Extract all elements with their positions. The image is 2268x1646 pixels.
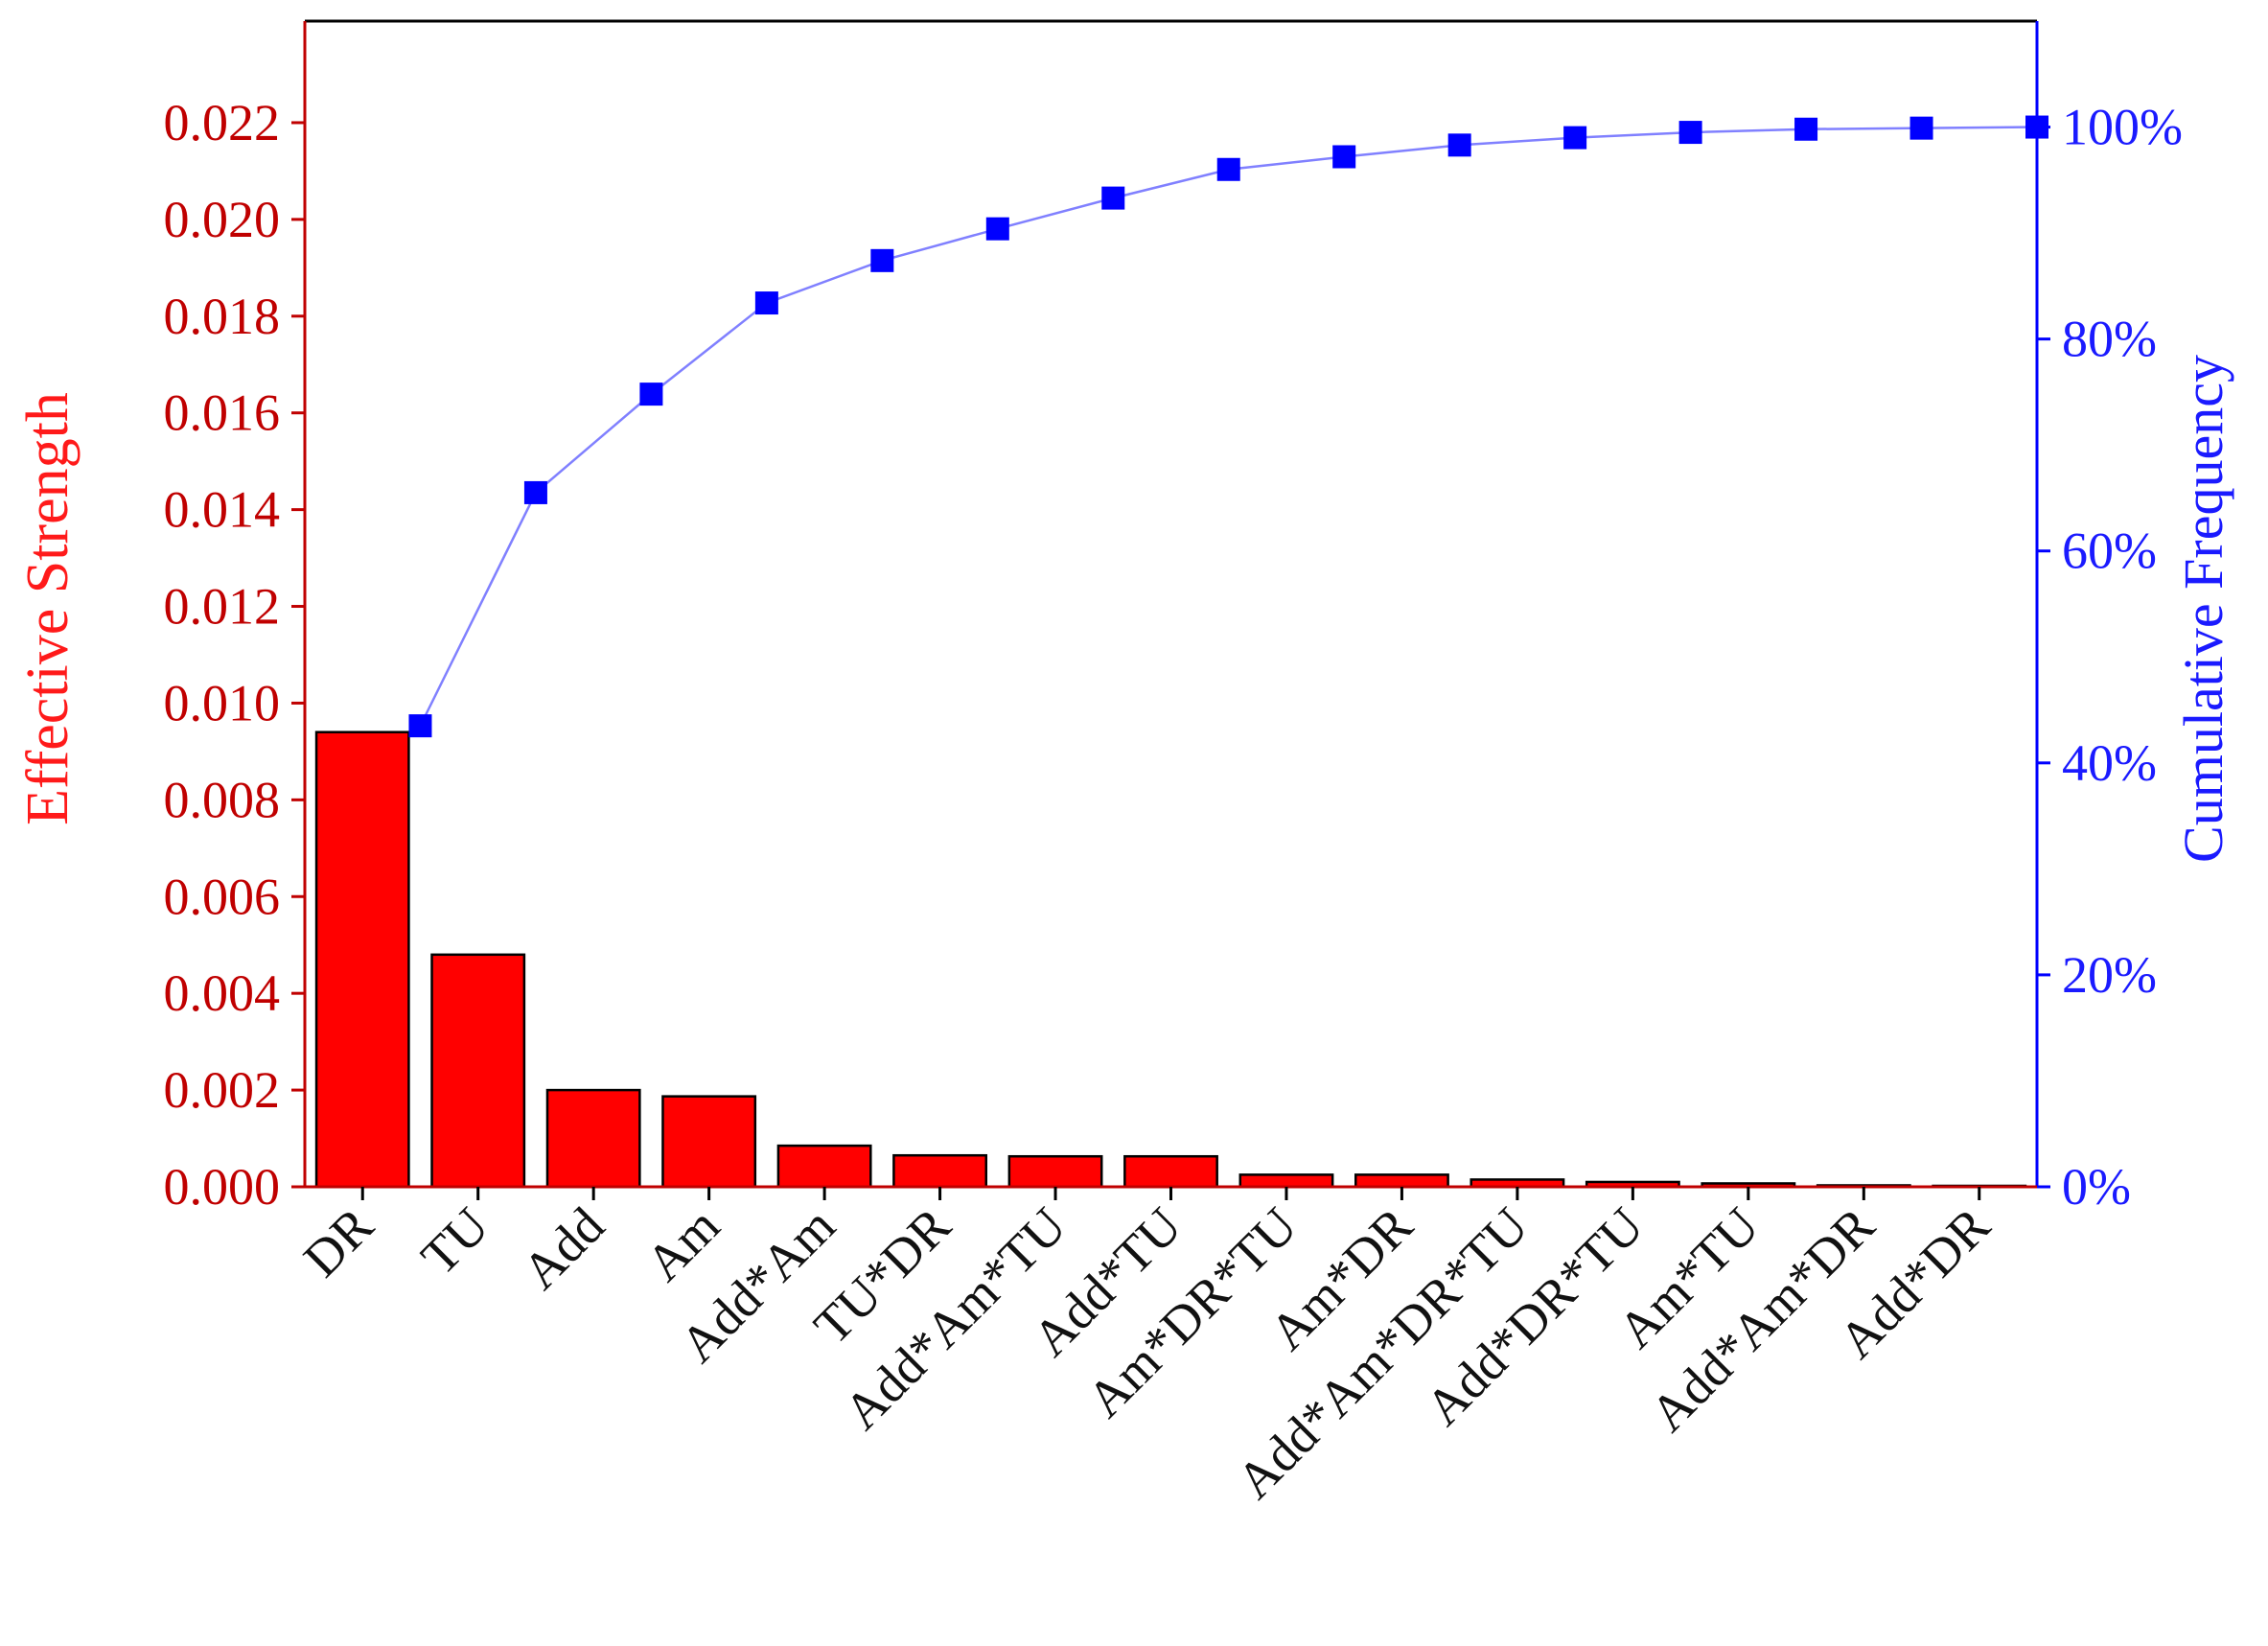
left-tick-label: 0.014 <box>164 481 281 539</box>
left-tick-label: 0.020 <box>164 191 281 248</box>
cumulative-line <box>419 126 2038 727</box>
bar-add <box>545 1088 641 1189</box>
left-tick-label: 0.002 <box>164 1061 281 1119</box>
bar-am <box>661 1095 757 1189</box>
right-tick-label: 100% <box>2062 99 2183 156</box>
left-tick-label: 0.018 <box>164 288 281 345</box>
cumulative-marker-8 <box>1216 157 1240 181</box>
x-tick-label: Am <box>635 1196 730 1292</box>
cumulative-marker-5 <box>870 248 894 272</box>
cumulative-marker-9 <box>1332 145 1356 169</box>
cumulative-marker-3 <box>639 383 663 406</box>
right-tick-label: 80% <box>2062 311 2157 368</box>
bar-add-am <box>776 1144 872 1189</box>
bar-tu-dr <box>892 1153 988 1189</box>
left-tick-label: 0.004 <box>164 964 281 1022</box>
bar-dr <box>314 730 410 1189</box>
left-tick-label: 0.012 <box>164 578 281 636</box>
cumulative-line-series <box>408 115 2048 738</box>
cumulative-marker-2 <box>523 480 547 504</box>
right-tick-label: 0% <box>2062 1158 2131 1216</box>
bar-series <box>314 730 2027 1189</box>
left-axis-title: Effective Strength <box>15 392 81 825</box>
bar-add-tu <box>1123 1154 1218 1189</box>
right-tick-label: 60% <box>2062 522 2157 580</box>
right-tick-label: 40% <box>2062 734 2157 792</box>
right-y-axis: 0% 20% 40% 60% 80% 100% <box>2035 21 2183 1216</box>
left-tick-label: 0.016 <box>164 384 281 442</box>
left-tick-label: 0.008 <box>164 771 281 828</box>
cumulative-marker-6 <box>985 217 1009 241</box>
cumulative-marker-12 <box>1678 121 1702 145</box>
cumulative-marker-10 <box>1447 133 1471 157</box>
cumulative-marker-4 <box>754 291 778 315</box>
left-tick-label: 0.000 <box>164 1158 281 1216</box>
x-axis: DR TU Add AmAdd*AmTU*DRAdd*Am*TUAdd*TUAm*DR… <box>292 1185 2037 1510</box>
cumulative-marker-14 <box>1909 116 1933 140</box>
left-y-axis: 0.000 0.002 0.004 0.006 0.008 0.010 0.012 0.014… <box>164 21 307 1216</box>
x-tick-label: DR <box>292 1196 383 1287</box>
cumulative-marker-7 <box>1101 186 1125 210</box>
bar-add-am-tu <box>1007 1154 1103 1189</box>
x-tick-label: TU <box>410 1196 499 1286</box>
cumulative-marker-11 <box>1563 126 1587 150</box>
right-tick-label: 20% <box>2062 946 2157 1004</box>
bar-am-dr <box>1354 1173 1449 1189</box>
cumulative-marker-13 <box>1794 117 1818 141</box>
left-tick-label: 0.010 <box>164 674 281 731</box>
right-axis-title: Cumulative Frequency <box>2172 355 2234 863</box>
left-tick-label: 0.006 <box>164 868 281 925</box>
cumulative-marker-1 <box>408 714 432 738</box>
bar-am-dr-tu <box>1238 1173 1334 1189</box>
left-tick-label: 0.022 <box>164 94 281 151</box>
x-tick-label: Add <box>511 1196 614 1300</box>
bar-tu <box>430 953 526 1189</box>
